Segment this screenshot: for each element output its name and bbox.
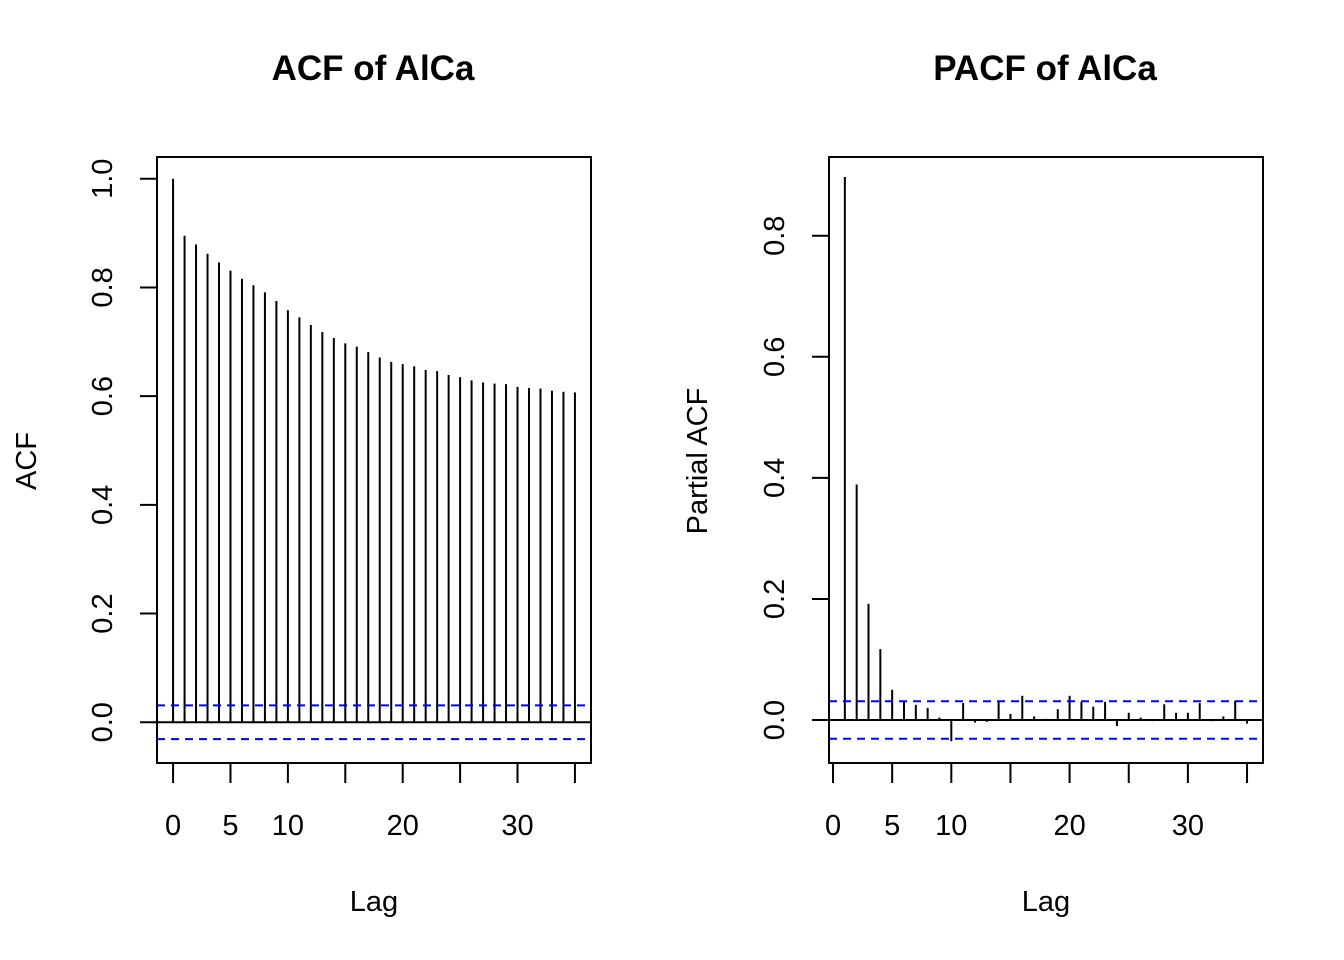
x-tick-label: 0 [165, 810, 181, 842]
y-axis: 0.0 0.2 0.4 0.6 0.8 1.0 [87, 159, 158, 742]
y-axis: 0.0 0.2 0.4 0.6 0.8 [759, 216, 830, 740]
chart-title: ACF of AlCa [272, 49, 475, 88]
pacf-panel: PACF of AlCa 0 5 10 20 30 0.0 0.2 0.4 0.6 0.8 La… [682, 49, 1264, 918]
x-tick-label: 5 [222, 810, 238, 842]
x-tick-label: 0 [825, 810, 841, 842]
confidence-band [157, 704, 591, 741]
acf-panel: ACF of AlCa 0 5 10 20 30 0.00.20.40.60.81.0 … [11, 49, 592, 918]
y-tick-label: 0.2 [87, 593, 119, 633]
y-tick-label: 0.6 [87, 376, 119, 416]
x-tick-label: 20 [1053, 810, 1085, 842]
chart-title: PACF of AlCa [933, 49, 1157, 88]
pacf-plot-area [828, 156, 1264, 764]
x-axis-label: Lag [350, 886, 398, 918]
y-axis-label: ACF [11, 432, 43, 490]
confidence-band [829, 700, 1263, 740]
x-tick-label: 20 [387, 810, 419, 842]
x-axis-label: Lag [1022, 886, 1070, 918]
x-tick-label: 10 [935, 810, 967, 842]
y-tick-label: 0.8 [759, 216, 791, 256]
x-tick-label: 10 [272, 810, 304, 842]
x-tick-label: 30 [501, 810, 533, 842]
y-tick-label: 1.0 [87, 159, 119, 199]
y-tick-label: 0.2 [759, 579, 791, 619]
y-tick-label: 0.4 [87, 485, 119, 525]
y-tick-label: 0.0 [87, 702, 119, 742]
x-axis: 0 5 10 20 30 [825, 762, 1249, 842]
y-tick-label: 0.4 [759, 458, 791, 498]
y-tick-label: 0.6 [759, 337, 791, 377]
x-tick-label: 30 [1172, 810, 1204, 842]
acf-bars [172, 178, 576, 723]
x-tick-label: 5 [884, 810, 900, 842]
acf-plot-area [156, 156, 592, 764]
y-tick-label: 0.8 [87, 267, 119, 307]
x-axis: 0 5 10 20 30 [165, 762, 576, 842]
y-tick-label: 0.0 [759, 700, 791, 740]
y-axis-label: Partial ACF [682, 388, 714, 535]
